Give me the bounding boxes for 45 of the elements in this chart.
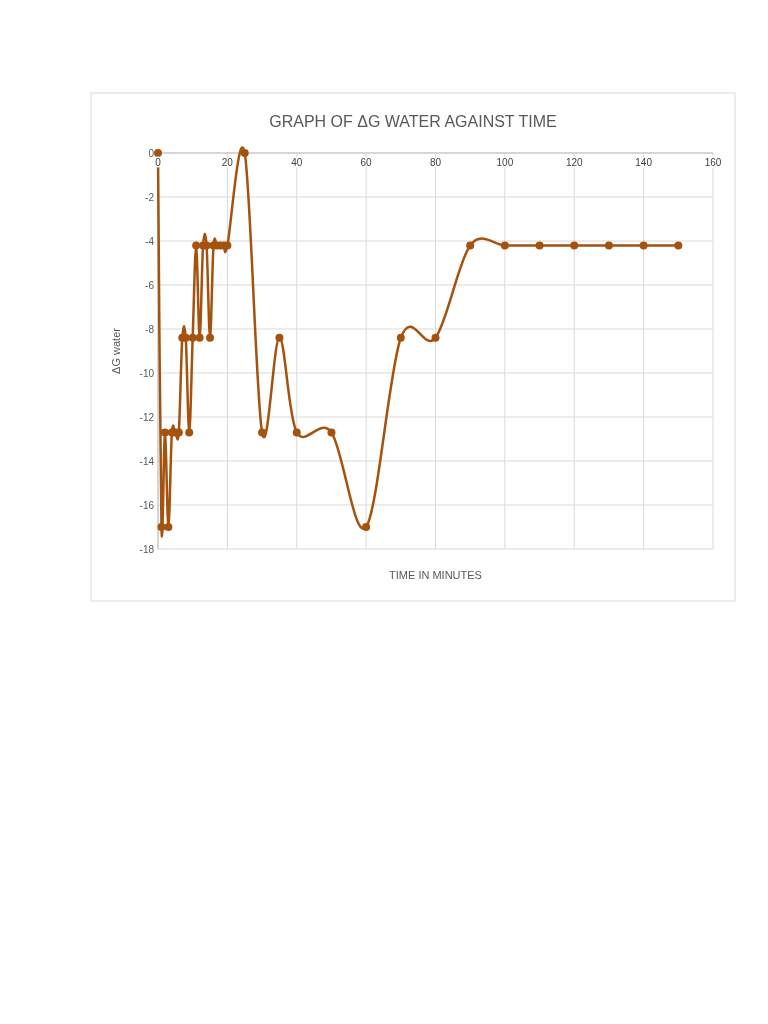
y-tick-label: -8: [145, 323, 155, 335]
x-tick-label: 160: [704, 157, 722, 168]
point: [188, 333, 197, 342]
chart-title: GRAPH OF ΔG WATER AGAINST TIME: [269, 113, 557, 130]
point: [535, 241, 544, 250]
x-tick-label: 20: [221, 157, 234, 168]
y-tick-label: -6: [145, 279, 155, 291]
point: [154, 149, 162, 157]
x-tick-label: 120: [565, 157, 584, 168]
y-tick-label: -12: [139, 411, 155, 423]
point: [570, 241, 579, 250]
y-tick-label: -2: [145, 191, 155, 203]
point: [362, 523, 371, 531]
x-axis-title: TIME IN MINUTES: [389, 569, 482, 581]
x-tick-label: 80: [429, 157, 442, 168]
y-tick-label: 0: [148, 147, 155, 159]
point: [192, 241, 201, 250]
y-tick-label: -4: [145, 235, 155, 247]
y-tick-label: -10: [139, 367, 155, 379]
point: [195, 333, 204, 342]
x-tick-label: 60: [360, 157, 373, 168]
point: [185, 428, 194, 437]
x-tick-label: 140: [635, 157, 653, 168]
point: [639, 241, 648, 250]
point: [157, 523, 166, 531]
point: [466, 241, 475, 250]
x-tick-label: 100: [496, 157, 514, 168]
point: [500, 241, 509, 250]
y-tick-label: -14: [139, 455, 155, 467]
point: [431, 333, 440, 342]
point: [240, 149, 249, 157]
point: [160, 428, 169, 437]
point: [258, 428, 267, 437]
x-tick-label: 40: [291, 157, 303, 168]
point: [275, 333, 284, 342]
y-tick-label: -16: [139, 499, 155, 511]
y-tick-label: -18: [139, 543, 155, 555]
point: [674, 241, 683, 250]
point: [396, 333, 405, 342]
point: [292, 428, 301, 437]
point: [604, 241, 613, 250]
point: [206, 333, 215, 342]
point: [164, 523, 173, 531]
point: [327, 428, 336, 437]
y-axis-title: ΔG water: [110, 327, 122, 374]
